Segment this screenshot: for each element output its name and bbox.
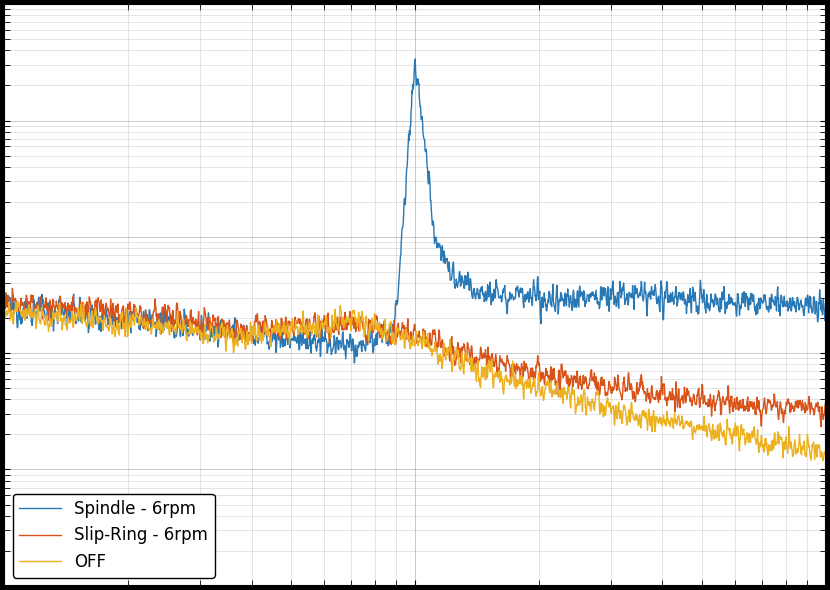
- Spindle - 6rpm: [647, 287, 657, 294]
- Spindle - 6rpm: [798, 302, 808, 309]
- Slip-Ring - 6rpm: [821, 401, 830, 408]
- OFF: [0, 309, 9, 316]
- Legend: Spindle - 6rpm, Slip-Ring - 6rpm, OFF: Spindle - 6rpm, Slip-Ring - 6rpm, OFF: [12, 493, 215, 578]
- OFF: [4, 299, 14, 306]
- Spindle - 6rpm: [0, 302, 9, 309]
- Line: OFF: OFF: [4, 302, 826, 461]
- OFF: [378, 336, 388, 343]
- Slip-Ring - 6rpm: [0, 293, 9, 300]
- OFF: [647, 413, 657, 420]
- Spindle - 6rpm: [378, 339, 388, 346]
- OFF: [818, 457, 828, 464]
- Slip-Ring - 6rpm: [816, 423, 826, 430]
- Slip-Ring - 6rpm: [399, 322, 409, 329]
- OFF: [797, 443, 807, 450]
- Spindle - 6rpm: [349, 359, 359, 366]
- Spindle - 6rpm: [821, 307, 830, 314]
- OFF: [798, 442, 808, 450]
- Slip-Ring - 6rpm: [647, 382, 657, 389]
- OFF: [821, 451, 830, 458]
- Slip-Ring - 6rpm: [797, 405, 807, 412]
- Slip-Ring - 6rpm: [378, 326, 388, 333]
- OFF: [399, 339, 409, 346]
- Spindle - 6rpm: [42, 313, 51, 320]
- Slip-Ring - 6rpm: [798, 397, 808, 404]
- Slip-Ring - 6rpm: [7, 285, 17, 292]
- Line: Spindle - 6rpm: Spindle - 6rpm: [4, 59, 826, 363]
- Spindle - 6rpm: [798, 303, 808, 310]
- Spindle - 6rpm: [399, 198, 409, 205]
- Spindle - 6rpm: [410, 55, 420, 63]
- Line: Slip-Ring - 6rpm: Slip-Ring - 6rpm: [4, 289, 826, 427]
- Slip-Ring - 6rpm: [42, 300, 51, 307]
- OFF: [42, 318, 51, 325]
